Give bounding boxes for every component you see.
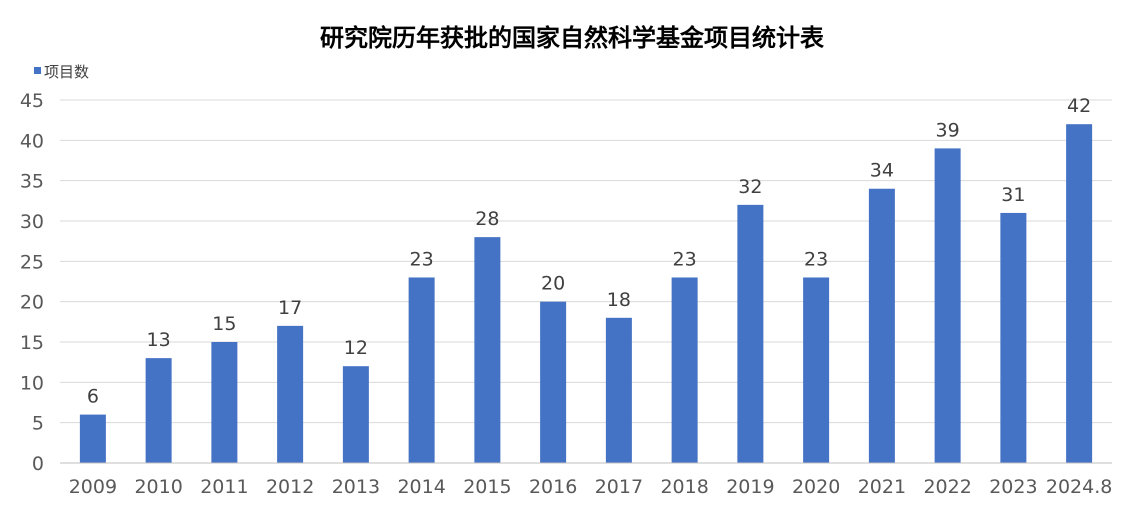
y-tick-label: 45	[20, 90, 44, 112]
legend-label: 项目数	[44, 63, 89, 81]
legend-swatch-icon	[34, 67, 41, 74]
x-tick-label: 2019	[726, 476, 774, 498]
bar	[277, 325, 304, 463]
data-label: 15	[212, 313, 236, 335]
bar	[803, 277, 830, 463]
data-labels: 6 13 15 17 12 23 28 20 18 23 32 23 34 39 31 42	[87, 95, 1091, 407]
data-label: 17	[278, 297, 302, 319]
bar	[540, 301, 567, 463]
x-tick-label: 2021	[858, 476, 906, 498]
x-tick-label: 2018	[660, 476, 708, 498]
bar	[474, 237, 501, 463]
legend: 项目数	[34, 63, 89, 81]
x-axis: 2009 2010 2011 2012 2013 2014 2015 2016 2017 2018…	[60, 462, 1112, 498]
bar	[342, 366, 369, 463]
data-label: 20	[541, 273, 565, 295]
bar	[1000, 212, 1027, 463]
y-tick-label: 15	[20, 332, 44, 354]
bar	[1066, 124, 1093, 463]
y-tick-label: 25	[20, 251, 44, 273]
y-tick-label: 10	[20, 372, 44, 394]
data-label: 6	[87, 386, 99, 408]
bar	[868, 188, 895, 463]
data-label: 23	[673, 248, 697, 270]
data-label: 32	[738, 176, 762, 198]
x-tick-label: 2011	[200, 476, 248, 498]
data-label: 39	[936, 119, 960, 141]
x-tick-label: 2009	[69, 476, 117, 498]
x-tick-label: 2017	[595, 476, 643, 498]
data-label: 28	[475, 208, 499, 230]
bar	[79, 414, 106, 463]
y-tick-label: 5	[32, 413, 44, 435]
data-label: 13	[147, 329, 171, 351]
data-label: 18	[607, 289, 631, 311]
data-label: 42	[1067, 95, 1091, 117]
x-tick-label: 2010	[134, 476, 182, 498]
x-tick-label: 2020	[792, 476, 840, 498]
data-label: 34	[870, 160, 894, 182]
bar	[605, 317, 632, 463]
x-tick-label: 2023	[989, 476, 1037, 498]
data-label: 31	[1001, 184, 1025, 206]
x-tick-label: 2015	[463, 476, 511, 498]
x-tick-label: 2022	[923, 476, 971, 498]
bar	[934, 148, 961, 463]
data-label: 23	[804, 248, 828, 270]
x-tick-label: 2013	[332, 476, 380, 498]
x-tick-label: 2024.8	[1046, 476, 1112, 498]
bar	[408, 277, 435, 463]
bar	[211, 342, 238, 463]
y-tick-label: 40	[20, 130, 44, 152]
y-tick-label: 35	[20, 171, 44, 193]
bar	[671, 277, 698, 463]
x-tick-label: 2014	[397, 476, 445, 498]
y-tick-label: 30	[20, 211, 44, 233]
x-tick-label: 2016	[529, 476, 577, 498]
x-tick-label: 2012	[266, 476, 314, 498]
bar	[145, 358, 172, 463]
bars	[79, 124, 1093, 463]
y-tick-label: 0	[32, 453, 44, 475]
y-tick-label: 20	[20, 292, 44, 314]
bar	[737, 204, 764, 463]
y-axis: 0 5 10 15 20 25 30 35 40 45	[20, 90, 44, 475]
data-label: 12	[344, 337, 368, 359]
chart-title: 研究院历年获批的国家自然科学基金项目统计表	[320, 24, 825, 52]
data-label: 23	[410, 248, 434, 270]
